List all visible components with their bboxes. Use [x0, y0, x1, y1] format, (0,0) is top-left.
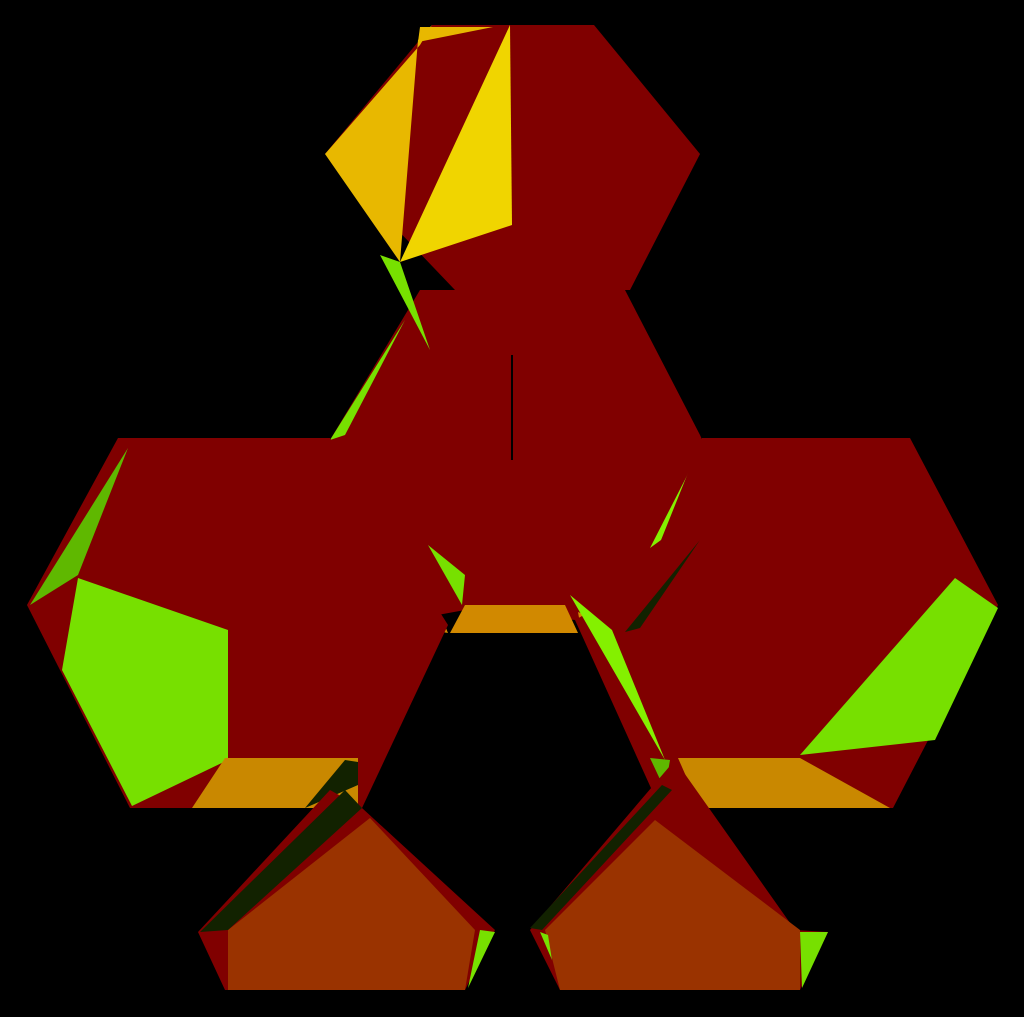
bottom-right-pentagon-face — [545, 820, 800, 990]
central-lime-lower-left — [428, 545, 465, 605]
top-hexagon-gold-facet-right — [400, 25, 512, 262]
bottom-right-pentagon-lime-sliver — [540, 932, 552, 960]
bottom-right-pentagon-shadow — [530, 785, 672, 930]
bottom-right-pentagon-group — [530, 760, 828, 990]
left-hexagon-dark-shadow — [305, 760, 358, 808]
top-hexagon-group — [325, 25, 700, 290]
bottom-left-pentagon-shadow — [200, 790, 362, 932]
bottom-left-pentagon-face — [228, 818, 475, 990]
right-hexagon-lime-face — [800, 578, 998, 755]
left-hexagon-group — [27, 438, 448, 808]
central-lime-sliver-2 — [330, 320, 405, 440]
top-hexagon-gold-facet-left — [325, 25, 432, 262]
left-hexagon-lime-face — [62, 578, 228, 806]
right-hexagon-group — [570, 438, 998, 808]
central-lime-sliver-1 — [380, 255, 430, 350]
bottom-right-pentagon-lime-edge — [800, 932, 828, 988]
right-hexagon-lime-sliver — [570, 595, 665, 760]
right-hexagon-orange-band — [678, 758, 890, 808]
central-body — [295, 290, 720, 620]
bottom-left-pentagon-group — [198, 790, 495, 990]
left-hexagon-dark-lime-face — [30, 448, 128, 605]
bottom-left-pentagon-lime-edge — [468, 930, 495, 988]
central-orange-band — [450, 605, 578, 633]
top-hexagon-gold-facet-top — [418, 27, 493, 42]
right-hexagon-dark-shadow — [625, 540, 700, 632]
